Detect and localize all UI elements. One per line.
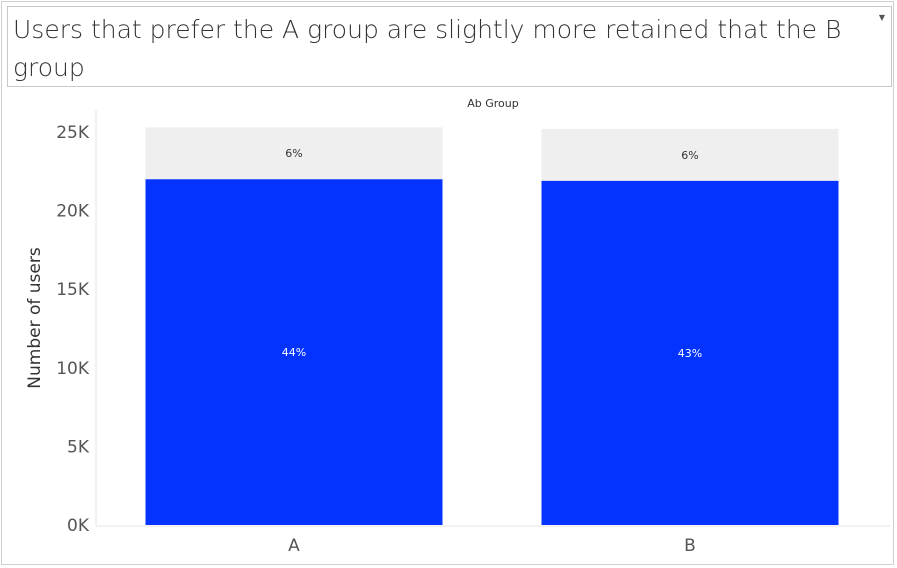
data-label: 43% (678, 347, 702, 360)
data-label: 6% (285, 147, 302, 160)
chart-title: Users that prefer the A group are slight… (13, 15, 842, 82)
column-header: Ab Group (467, 97, 519, 110)
data-label: 6% (681, 149, 698, 162)
x-tick-label: B (684, 536, 696, 556)
y-tick-label: 0K (67, 516, 90, 536)
data-label: 44% (282, 346, 306, 359)
y-tick-label: 25K (56, 123, 90, 143)
y-tick-label: 20K (56, 202, 90, 222)
bar-segment (541, 180, 839, 525)
y-axis-label: Number of users (25, 247, 45, 389)
bar-segment (541, 128, 839, 181)
bar-segment (145, 127, 443, 180)
y-tick-label: 15K (56, 280, 90, 300)
title-box: Users that prefer the A group are slight… (7, 6, 892, 87)
chevron-down-icon[interactable]: ▼ (878, 13, 885, 22)
bar-segment (145, 179, 443, 525)
y-tick-label: 10K (56, 359, 90, 379)
y-tick-label: 5K (67, 437, 90, 457)
x-tick-label: A (288, 536, 300, 556)
